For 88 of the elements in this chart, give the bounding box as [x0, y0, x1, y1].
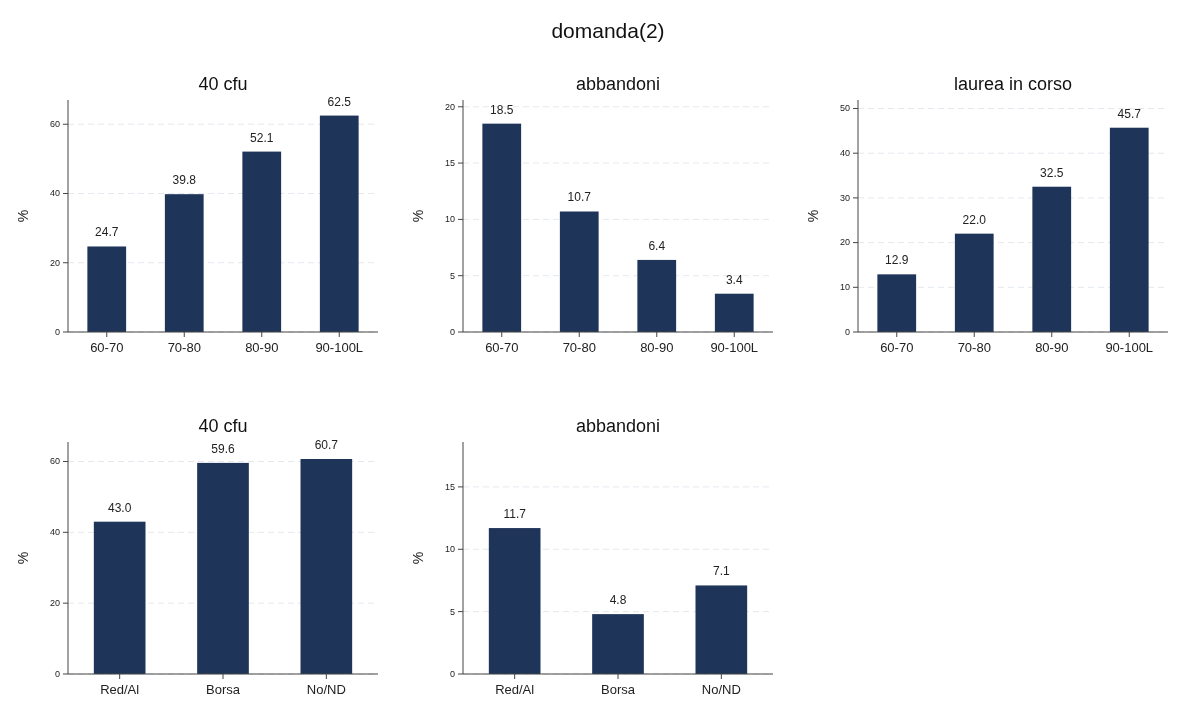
x-tick-label: 90-100L: [1105, 340, 1154, 355]
bar: [242, 151, 282, 332]
data-label: 32.5: [1040, 165, 1064, 180]
x-tick-label: 60-70: [485, 340, 519, 355]
y-tick-label: 10: [444, 544, 455, 555]
y-tick-label: 40: [49, 188, 60, 199]
y-tick-label: 0: [54, 668, 60, 679]
x-tick-label: 80-90: [640, 340, 674, 355]
y-tick-label: 50: [839, 103, 850, 114]
x-tick-label: 90-100L: [710, 340, 759, 355]
bar: [1109, 127, 1149, 332]
bar: [164, 194, 204, 332]
x-tick-label: Borsa: [601, 682, 636, 697]
x-tick-label: No/ND: [701, 682, 741, 697]
bar: [87, 246, 127, 332]
y-tick-label: 30: [839, 192, 850, 203]
bar: [482, 123, 522, 332]
x-tick-label: 60-70: [90, 340, 124, 355]
y-tick-label: 40: [49, 527, 60, 538]
data-label: 22.0: [962, 212, 987, 227]
x-tick-label: No/ND: [306, 682, 346, 697]
y-tick-label: 15: [444, 157, 455, 168]
chart-title: abbandoni: [575, 74, 661, 94]
chart-title: 40 cfu: [198, 74, 248, 94]
bar: [93, 521, 146, 674]
data-label: 11.7: [503, 507, 527, 522]
data-label: 6.4: [648, 238, 666, 253]
data-label: 62.5: [327, 94, 352, 109]
y-tick-label: 20: [839, 237, 850, 248]
bar: [319, 115, 359, 332]
data-label: 24.7: [95, 225, 119, 240]
data-label: 7.1: [712, 564, 730, 579]
y-tick-label: 10: [444, 214, 455, 225]
y-tick-label: 20: [49, 257, 60, 268]
data-label: 3.4: [725, 272, 743, 287]
data-label: 43.0: [107, 500, 132, 515]
data-label: 52.1: [250, 130, 274, 145]
bar: [300, 459, 353, 674]
y-axis-title: %: [805, 209, 821, 223]
x-tick-label: Red/Al: [100, 682, 140, 697]
x-tick-label: 80-90: [1035, 340, 1069, 355]
y-axis-title: %: [15, 551, 31, 565]
y-tick-label: 20: [49, 598, 60, 609]
y-tick-label: 40: [839, 148, 850, 159]
bar: [197, 462, 249, 674]
x-tick-label: 60-70: [880, 340, 914, 355]
data-label: 60.7: [314, 438, 339, 452]
text: domanda(2): [551, 19, 665, 42]
x-tick-label: Borsa: [206, 682, 241, 697]
x-tick-label: 80-90: [245, 340, 279, 355]
y-tick-label: 0: [449, 326, 455, 337]
x-tick-label: 70-80: [562, 340, 596, 355]
bar: [592, 614, 644, 674]
bar: [1032, 186, 1072, 332]
x-tick-label: Red/Al: [495, 682, 535, 697]
bar: [488, 528, 541, 674]
y-tick-label: 10: [839, 282, 850, 293]
y-axis-title: %: [410, 209, 426, 223]
bar: [877, 274, 917, 332]
x-tick-label: 70-80: [167, 340, 201, 355]
chart-title: 40 cfu: [198, 416, 248, 436]
bar: [714, 293, 754, 332]
y-axis-title: %: [15, 209, 31, 223]
bar: [954, 233, 994, 332]
y-tick-label: 5: [449, 606, 455, 617]
y-axis-title: %: [410, 551, 426, 565]
y-tick-label: 15: [444, 481, 455, 492]
x-tick-label: 70-80: [957, 340, 991, 355]
data-label: 10.7: [567, 190, 592, 205]
data-label: 12.9: [885, 253, 909, 268]
y-tick-label: 20: [444, 101, 455, 112]
data-label: 18.5: [490, 102, 514, 117]
x-tick-label: 90-100L: [315, 340, 364, 355]
data-label: 4.8: [609, 593, 627, 608]
chart-title: abbandoni: [575, 416, 661, 436]
y-tick-label: 0: [449, 668, 455, 679]
y-tick-label: 60: [49, 119, 60, 130]
y-tick-label: 5: [449, 270, 455, 281]
chart-title: laurea in corso: [953, 74, 1073, 94]
y-tick-label: 0: [54, 326, 60, 337]
y-tick-label: 60: [49, 456, 60, 467]
bar: [637, 259, 677, 332]
data-label: 59.6: [211, 441, 235, 456]
y-tick-label: 0: [844, 326, 850, 337]
bar: [559, 211, 599, 332]
data-label: 45.7: [1117, 106, 1142, 121]
data-label: 39.8: [172, 173, 197, 188]
bar: [695, 585, 748, 674]
